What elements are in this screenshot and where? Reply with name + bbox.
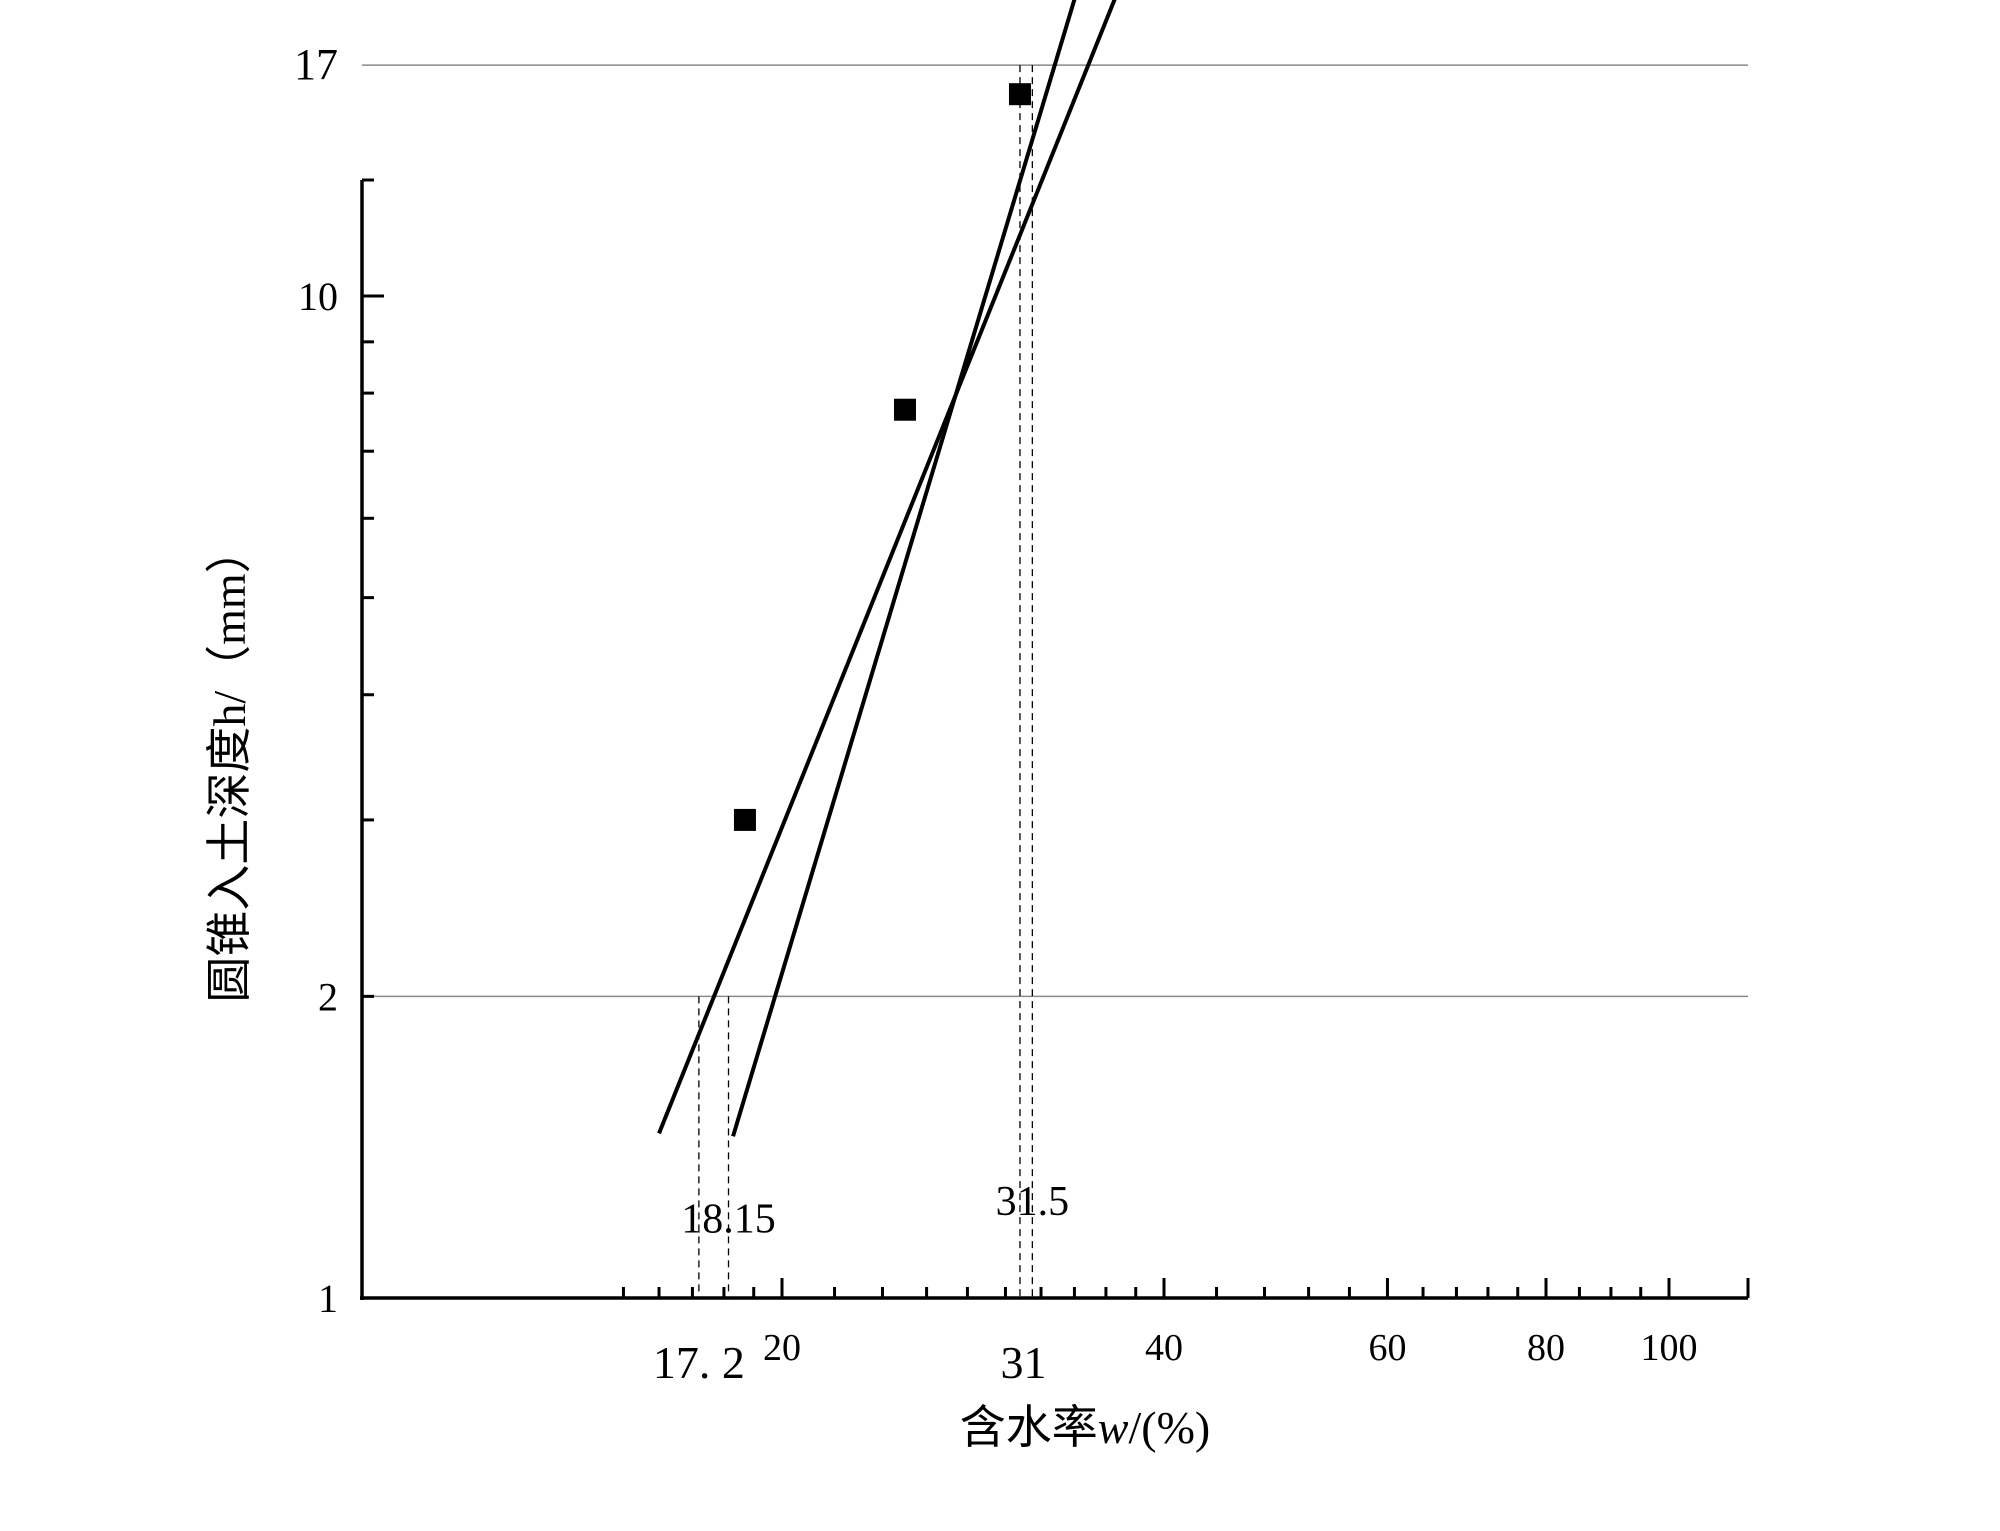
data-point <box>1008 83 1031 106</box>
annotation-label: 31.5 <box>996 1179 1070 1225</box>
y-axis-title: 圆锥入土深度h/（mm） <box>204 527 255 1002</box>
x-tick-label: 80 <box>1527 1327 1565 1369</box>
y-tick-label: 17 <box>294 40 338 89</box>
reference-lines <box>362 64 1748 998</box>
x-tick-label: 100 <box>1640 1327 1697 1369</box>
fit-line <box>657 0 1117 1135</box>
annotation-label: 18.15 <box>681 1197 776 1243</box>
y-tick-labels: 1 2 10 17 <box>294 40 338 1321</box>
x-tick-label: 31 <box>1001 1337 1047 1388</box>
x-axis-title: 含水率w/(%) <box>960 1402 1210 1453</box>
x-tick-label: 40 <box>1145 1327 1183 1369</box>
x-tick-label: 60 <box>1368 1327 1406 1369</box>
x-axis-title-cn: 含水率 <box>960 1402 1098 1453</box>
drop-lines <box>698 65 1033 1298</box>
data-point <box>893 398 916 421</box>
data-points <box>733 83 1031 831</box>
x-axis-title-var: w <box>1098 1402 1129 1453</box>
x-ticks <box>621 1278 1750 1298</box>
x-tick-label: 20 <box>763 1327 801 1369</box>
axes <box>360 180 1748 1300</box>
y-tick-label: 1 <box>318 1276 338 1321</box>
fit-line <box>731 0 1077 1137</box>
x-tick-label: 17. 2 <box>653 1337 745 1388</box>
x-tick-labels: 17. 2 20 31 40 60 80 100 <box>653 1327 1698 1388</box>
y-ticks <box>362 178 384 1300</box>
y-tick-label: 2 <box>318 974 338 1019</box>
annotations: 18.15 31.5 <box>681 1179 1069 1243</box>
fit-lines <box>657 0 1117 1137</box>
y-tick-label: 10 <box>298 274 338 319</box>
data-point <box>733 808 756 831</box>
x-axis-title-unit: /(%) <box>1128 1402 1210 1453</box>
